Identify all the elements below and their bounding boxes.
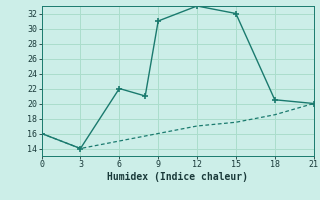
X-axis label: Humidex (Indice chaleur): Humidex (Indice chaleur) xyxy=(107,172,248,182)
